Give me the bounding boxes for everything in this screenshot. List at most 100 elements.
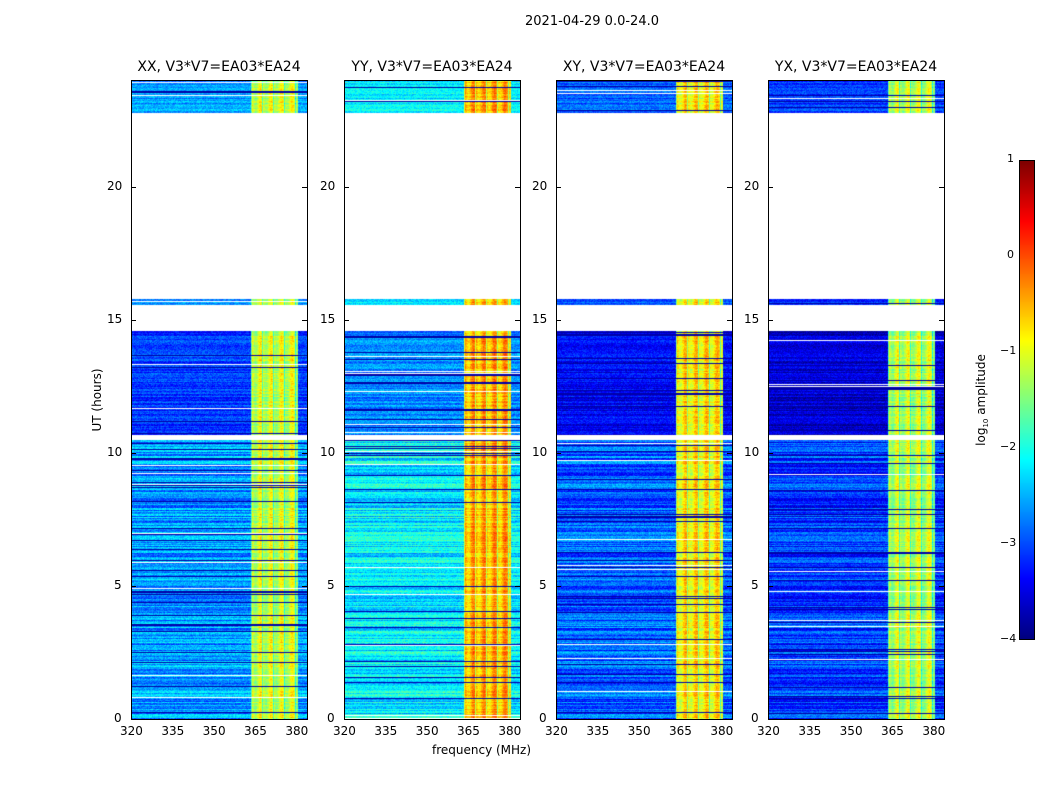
y-tick-label: 10 [320,445,336,460]
x-tick-label: 365 [881,724,904,738]
y-tick-mark [556,320,561,322]
heatmap-panel-3 [768,80,945,720]
heatmap-image [132,81,307,719]
y-tick-mark [556,187,561,189]
y-tick-mark [939,320,944,322]
y-tick-mark [131,187,136,189]
y-tick-mark [727,320,732,322]
y-tick-mark [768,586,773,588]
x-tick-label: 350 [202,724,226,738]
y-tick-mark [344,453,349,455]
y-tick-mark [302,586,307,588]
heatmap-panel-0 [131,80,308,720]
y-tick-mark [556,453,561,455]
y-tick-label: 5 [327,578,335,593]
colorbar-label-rest: amplitude [973,354,988,419]
y-tick-mark [768,453,773,455]
colorbar-label-log: log [973,427,988,446]
figure-title: 2021-04-29 0.0-24.0 [525,14,659,29]
heatmap-panel-1 [344,80,521,720]
colorbar-tick-label: −1 [1000,344,1017,357]
panel-title: XX, V3*V7=EA03*EA24 [137,59,301,75]
y-tick-mark [727,187,732,189]
y-tick-mark [344,719,349,720]
y-tick-label: 10 [532,445,548,460]
x-tick-label: 380 [498,724,522,738]
panel-title: XY, V3*V7=EA03*EA24 [562,59,726,75]
colorbar-tick-label: −4 [1000,632,1017,645]
y-tick-mark [131,320,136,322]
x-tick-label: 320 [757,724,780,738]
y-tick-mark [939,586,944,588]
x-tick-label: 320 [120,724,143,738]
y-tick-label: 10 [744,445,760,460]
y-tick-mark [344,187,349,189]
y-tick-label: 5 [539,578,547,593]
x-tick-label: 365 [669,724,692,738]
colorbar-label-sub: 10 [982,418,991,428]
y-tick-mark [515,586,520,588]
y-tick-label: 20 [320,179,336,194]
y-tick-mark [768,187,773,189]
colorbar-gradient [1020,161,1034,639]
x-tick-label: 380 [285,724,309,738]
y-tick-label: 15 [107,312,123,327]
y-tick-mark [302,320,307,322]
colorbar-tick-label: 0 [1007,248,1014,261]
panel-title: YY, V3*V7=EA03*EA24 [351,59,513,75]
heatmap-image [769,81,944,719]
y-tick-mark [768,320,773,322]
y-tick-mark [939,187,944,189]
y-tick-label: 20 [744,179,760,194]
x-tick-label: 335 [798,724,822,738]
y-tick-label: 0 [327,711,335,725]
x-tick-label: 380 [922,724,946,738]
x-tick-label: 350 [627,724,651,738]
x-axis-label: frequency (MHz) [432,743,532,757]
y-tick-mark [727,719,732,720]
x-tick-label: 380 [710,724,734,738]
y-tick-mark [515,453,520,455]
heatmap-image [345,81,520,719]
y-tick-label: 0 [114,711,122,725]
colorbar-label: log10 amplitude [974,354,990,446]
heatmap-image [557,81,732,719]
y-tick-mark [515,187,520,189]
y-tick-label: 15 [532,312,548,327]
y-tick-mark [515,320,520,322]
y-tick-mark [344,586,349,588]
colorbar-tick-label: −2 [1000,440,1017,453]
y-tick-mark [768,719,773,720]
y-tick-label: 5 [114,578,122,593]
x-tick-label: 365 [457,724,480,738]
y-tick-mark [302,719,307,720]
x-tick-label: 335 [161,724,185,738]
y-tick-label: 10 [107,445,123,460]
y-tick-mark [344,320,349,322]
y-tick-label: 5 [751,578,759,593]
y-tick-label: 15 [744,312,760,327]
y-tick-label: 15 [320,312,336,327]
x-tick-label: 335 [374,724,398,738]
colorbar [1019,160,1035,640]
colorbar-tick-label: −3 [1000,536,1017,549]
x-tick-label: 350 [839,724,863,738]
y-tick-mark [131,453,136,455]
y-tick-mark [939,453,944,455]
y-tick-mark [302,187,307,189]
y-tick-mark [131,719,136,720]
heatmap-panel-2 [556,80,733,720]
y-tick-mark [939,719,944,720]
x-tick-label: 335 [586,724,610,738]
y-tick-label: 20 [107,179,123,194]
y-tick-mark [131,586,136,588]
y-tick-mark [515,719,520,720]
y-tick-label: 0 [539,711,547,725]
y-tick-mark [556,719,561,720]
x-tick-label: 320 [333,724,356,738]
y-tick-mark [556,586,561,588]
x-tick-label: 320 [545,724,568,738]
panel-title: YX, V3*V7=EA03*EA24 [774,59,938,75]
y-tick-mark [727,453,732,455]
